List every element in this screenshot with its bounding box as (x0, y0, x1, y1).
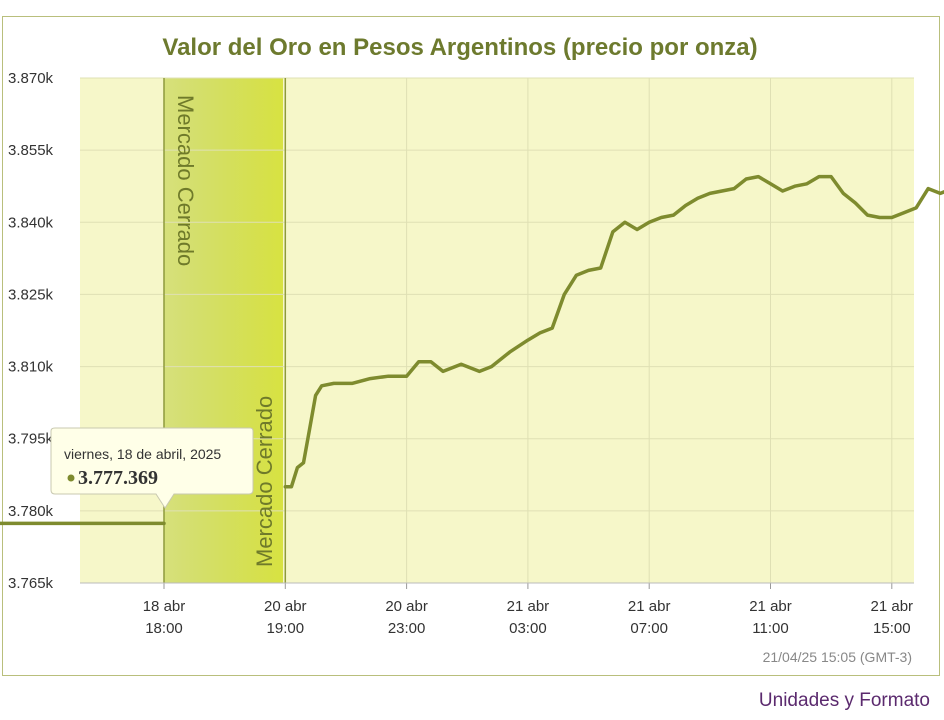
price-series (0, 174, 944, 526)
x-axis: 18 abr 18:00 20 abr 19:00 20 abr 23:00 21 abr 0… (80, 582, 914, 637)
y-tick-label: 3.840k (8, 214, 54, 231)
timestamp: 21/04/25 15:05 (GMT-3) (763, 649, 912, 665)
y-tick-label: 3.855k (8, 142, 54, 159)
x-tick-label-date: 20 abr (385, 598, 428, 615)
x-tick-label-time: 11:00 (752, 620, 788, 637)
price-line-segment (283, 174, 944, 489)
x-tick-label-time: 18:00 (145, 620, 183, 637)
tooltip-box (50, 427, 254, 509)
x-tick-label-time: 19:00 (267, 620, 305, 637)
y-tick-label: 3.780k (8, 503, 54, 520)
x-tick-label-date: 21 abr (507, 598, 550, 615)
tooltip: viernes, 18 de abril, 2025 3.777.369 (50, 427, 254, 509)
x-tick-label-date: 18 abr (143, 598, 186, 615)
tooltip-marker (67, 474, 75, 482)
x-tick-label-date: 21 abr (749, 598, 792, 615)
units-format-link[interactable]: Unidades y Formato (758, 690, 930, 711)
x-tick-label-time: 23:00 (388, 620, 426, 637)
y-axis: 3.765k 3.780k 3.795k 3.810k 3.825k 3.840k 3.85… (8, 70, 54, 592)
tooltip-date: viernes, 18 de abril, 2025 (64, 446, 221, 462)
y-tick-label: 3.810k (8, 359, 54, 376)
y-tick-label: 3.765k (8, 575, 54, 592)
chart-title: Valor del Oro en Pesos Argentinos (preci… (162, 34, 757, 61)
gold-price-chart: Valor del Oro en Pesos Argentinos (preci… (0, 34, 944, 665)
closed-label-top: Mercado Cerrado (173, 95, 198, 266)
y-tick-label: 3.825k (8, 286, 54, 303)
x-tick-label-time: 03:00 (509, 620, 547, 637)
y-tick-label: 3.870k (8, 70, 54, 87)
x-tick-label-date: 21 abr (871, 598, 914, 615)
x-tick-label-time: 15:00 (873, 620, 911, 637)
tooltip-value: 3.777.369 (78, 467, 158, 489)
x-tick-label-date: 21 abr (628, 598, 671, 615)
market-closed-band (164, 78, 283, 583)
y-tick-label: 3.795k (8, 431, 54, 448)
closed-label-bottom: Mercado Cerrado (252, 396, 277, 567)
x-tick-label-time: 07:00 (630, 620, 668, 637)
x-tick-label-date: 20 abr (264, 598, 307, 615)
